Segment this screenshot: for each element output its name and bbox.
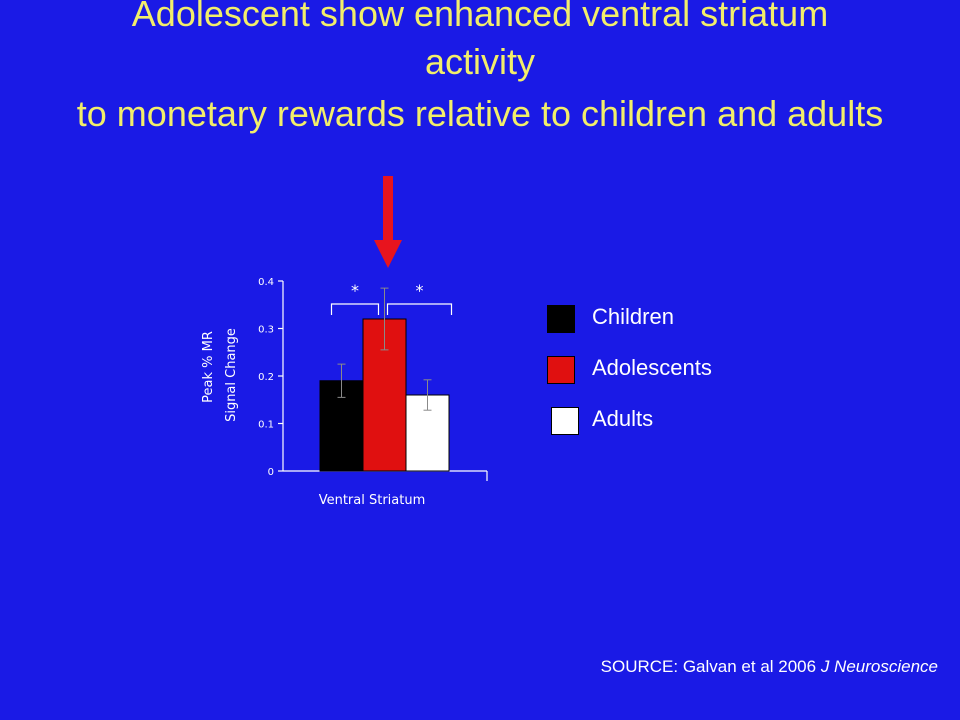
source-journal: J Neuroscience — [820, 657, 938, 676]
significance-bracket — [386, 303, 453, 315]
legend-swatch-adolescents — [547, 356, 575, 384]
slide-title-line-1: Adolescent show enhanced ventral striatu… — [131, 0, 829, 34]
red-arrow-icon — [374, 176, 402, 268]
slide-title-line-2: activity — [424, 41, 536, 82]
significance-star: * — [416, 281, 424, 300]
significance-brackets: * * — [330, 281, 453, 315]
significance-bracket — [330, 303, 380, 315]
source-citation: SOURCE: Galvan et al 2006 J Neuroscience — [601, 657, 938, 677]
arrow-shaft — [383, 176, 393, 242]
y-tick-label: 0 — [268, 467, 274, 478]
y-axis-label-line-2: Signal Change — [224, 328, 239, 422]
significance-star: * — [351, 281, 359, 300]
legend-label-children: Children — [592, 304, 674, 329]
arrow-head — [374, 240, 402, 268]
chart-axes — [278, 280, 488, 481]
source-prefix: SOURCE: Galvan et al 2006 — [600, 657, 821, 676]
y-tick-labels: 0 0.1 0.2 0.3 0.4 — [258, 277, 274, 478]
y-tick-label: 0.3 — [258, 325, 274, 336]
y-tick-label: 0.2 — [258, 372, 274, 383]
error-bars — [337, 287, 432, 411]
legend-swatch-children — [547, 305, 575, 333]
legend-label-adults: Adults — [592, 406, 654, 431]
y-axis-label-line-1: Peak % MR — [201, 331, 216, 403]
y-tick-label: 0.1 — [258, 420, 274, 431]
y-tick-label: 0.4 — [258, 277, 274, 288]
legend-label-adolescents: Adolescents — [592, 355, 712, 380]
legend-swatch-adults — [551, 407, 579, 435]
x-axis-label: Ventral Striatum — [319, 493, 426, 508]
slide-title-line-3: to monetary rewards relative to children… — [76, 93, 884, 134]
